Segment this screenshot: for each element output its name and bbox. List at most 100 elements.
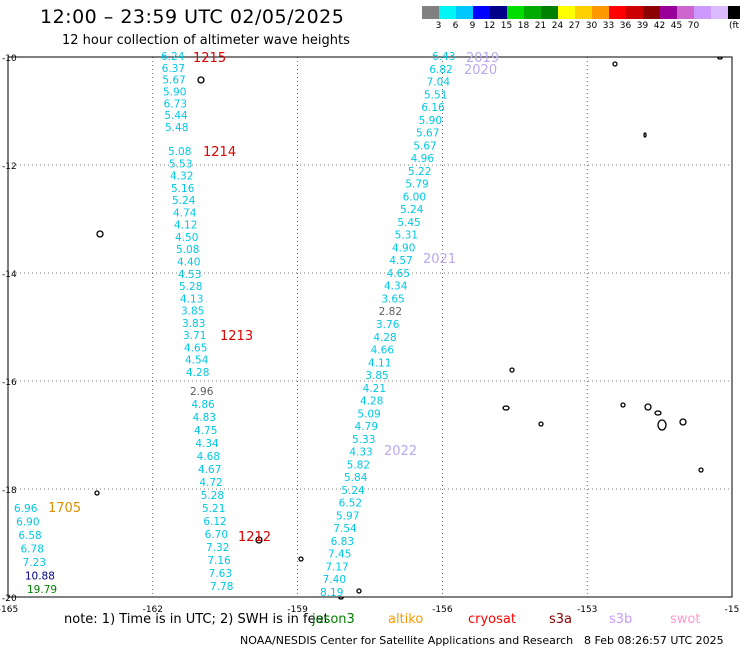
color-swatch (524, 6, 541, 19)
wave-height-value: 7.32 (206, 542, 229, 554)
island-coastline (612, 61, 618, 67)
lon-tick-label: -165 (0, 605, 18, 615)
sat-label-swot: swot (670, 612, 701, 627)
wave-height-value: 6.37 (162, 63, 185, 75)
island-coastline (255, 536, 263, 544)
wave-height-value: 4.50 (175, 232, 198, 244)
wave-height-value: 8.19 (320, 587, 343, 599)
wave-height-value: 4.90 (392, 242, 415, 254)
color-scale-labels: 3 6 9 12 15 18 21 24 27 30 33 36 39 42 45 70 (422, 21, 702, 31)
color-swatch (422, 6, 439, 19)
wave-height-value: 5.21 (202, 503, 225, 515)
wave-height-value: 6.16 (421, 102, 445, 114)
wave-height-value: 2.82 (379, 306, 402, 318)
color-scale-tick: 15 (500, 21, 513, 31)
wave-height-value: 7.04 (427, 77, 451, 89)
wave-height-value: 5.90 (419, 115, 442, 127)
page-subtitle: 12 hour collection of altimeter wave hei… (62, 33, 350, 48)
wave-height-value: 6.00 (403, 191, 426, 203)
sat-label-s3b: s3b (609, 612, 633, 627)
lon-tick-label: -162 (143, 605, 163, 615)
island-coastline (356, 588, 362, 594)
lat-tick-label: -18 (2, 486, 17, 496)
color-scale-tick: 30 (585, 21, 598, 31)
color-swatch (541, 6, 558, 19)
lon-tick-label: -153 (577, 605, 597, 615)
wave-height-value: 5.31 (395, 230, 418, 242)
wave-height-value: 4.28 (186, 367, 209, 379)
wave-height-value: 5.67 (416, 128, 439, 140)
lon-tick-label: -156 (432, 605, 453, 615)
wave-height-value: 4.54 (185, 355, 209, 367)
wave-height-value: 5.28 (201, 490, 224, 502)
color-scale-tick: 70 (687, 21, 700, 31)
wave-height-value: 5.33 (352, 434, 375, 446)
island-coastline (298, 556, 304, 562)
island-coastline (698, 467, 704, 473)
island-coastline (657, 419, 667, 431)
lat-tick-label: -10 (2, 54, 17, 64)
wave-height-value: 5.82 (347, 459, 370, 471)
wave-height-value: 4.34 (195, 438, 219, 450)
color-scale-tick: 33 (602, 21, 615, 31)
footer-note: note: 1) Time is in UTC; 2) SWH is in fe… (64, 612, 329, 627)
wave-height-value: 4.34 (384, 281, 408, 293)
island-coastline (197, 76, 205, 84)
sat-label-altiko: altiko (388, 612, 424, 627)
wave-height-value: 4.28 (360, 396, 383, 408)
wave-height-value: 4.11 (368, 357, 391, 369)
wave-height-value: 7.16 (207, 555, 231, 567)
island-coastline (644, 403, 652, 411)
color-scale-tick: 3 (435, 21, 442, 31)
wave-height-value: 5.67 (162, 75, 185, 87)
pass-time-label: 1215 (193, 51, 226, 66)
color-swatch (660, 6, 677, 19)
wave-height-value: 6.90 (16, 517, 39, 529)
pass-time-label: 2022 (384, 444, 417, 459)
wave-height-value: 4.83 (193, 412, 216, 424)
lat-tick-label: -16 (2, 378, 17, 388)
wave-height-value: 4.66 (371, 345, 395, 357)
lat-tick-label: -12 (2, 162, 17, 172)
wave-height-value: 6.78 (21, 544, 44, 556)
wave-height-value: 5.24 (400, 204, 424, 216)
wave-height-value: 5.84 (344, 472, 368, 484)
island-coastline (502, 405, 510, 411)
island-coastline (620, 402, 626, 408)
pass-time-label: 2020 (464, 63, 497, 78)
color-swatch (711, 6, 728, 19)
wave-height-value: 19.79 (27, 584, 57, 596)
wave-height-value: 4.21 (363, 383, 386, 395)
island-coastline (509, 367, 515, 373)
wave-height-value: 5.28 (179, 281, 202, 293)
wave-height-value: 3.71 (183, 330, 206, 342)
wave-height-value: 7.54 (333, 523, 357, 535)
pass-time-label: 1214 (203, 145, 236, 160)
wave-height-value: 4.67 (198, 464, 221, 476)
wave-height-value: 6.52 (339, 498, 362, 510)
wave-height-value: 7.40 (323, 574, 346, 586)
color-scale-bar (422, 6, 740, 19)
wave-height-value: 4.12 (174, 220, 197, 232)
wave-height-value: 6.24 (161, 51, 185, 63)
wave-height-value: 6.58 (18, 530, 41, 542)
wave-height-value: 7.23 (23, 557, 46, 569)
wave-height-value: 4.57 (389, 255, 412, 267)
wave-height-value: 5.44 (164, 110, 188, 122)
wave-height-value: 4.96 (411, 153, 435, 165)
wave-height-value: 4.65 (184, 342, 207, 354)
wave-height-value: 4.72 (199, 477, 222, 489)
color-swatch (558, 6, 575, 19)
color-swatch (643, 6, 660, 19)
wave-height-value: 3.85 (181, 306, 204, 318)
wave-height-value: 7.78 (210, 581, 233, 593)
pass-time-label: 1705 (48, 501, 81, 516)
color-scale-tick: 45 (670, 21, 683, 31)
credit-line: NOAA/NESDIS Center for Satellite Applica… (240, 634, 574, 647)
wave-height-value: 4.53 (178, 269, 201, 281)
wave-height-value: 6.82 (429, 64, 452, 76)
wave-height-value: 4.13 (180, 293, 203, 305)
wave-height-value: 4.28 (373, 332, 396, 344)
color-swatch (626, 6, 643, 19)
color-scale-tick: 36 (619, 21, 632, 31)
